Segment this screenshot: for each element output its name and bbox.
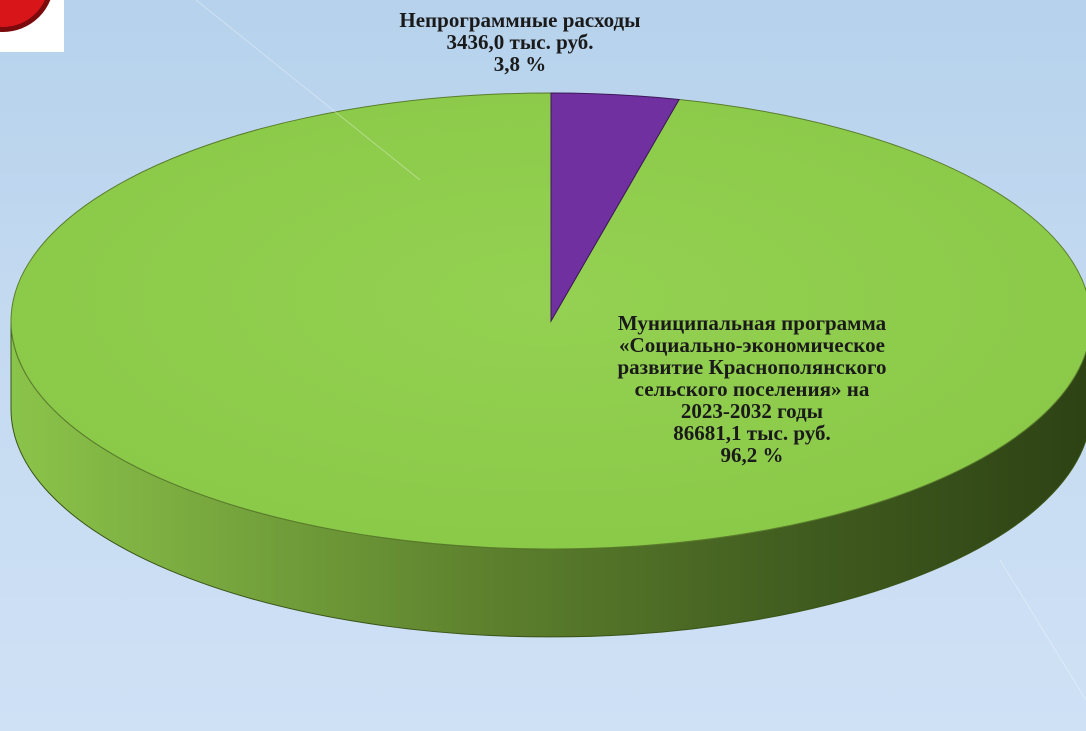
pie-slice-0 [10, 92, 1086, 550]
slice-name-line: развитие Краснополянского [617, 355, 887, 379]
slice-label-program: Муниципальная программа «Социально-эконо… [548, 312, 956, 466]
slice-name: Непрограммные расходы [399, 8, 641, 32]
slice-value: 3436,0 тыс. руб. [446, 30, 594, 54]
slice-name-line: «Социально-экономическое [619, 333, 885, 357]
slice-name-line: сельского поселения» на [634, 377, 870, 401]
slice-percent: 3,8 % [493, 52, 547, 76]
corner-logo-badge [0, 0, 64, 52]
slice-label-nonprogram: Непрограммные расходы 3436,0 тыс. руб. 3… [300, 9, 740, 75]
pie-slice-1 [550, 92, 680, 323]
slice-name-line: Муниципальная программа [617, 311, 887, 335]
slice-percent: 96,2 % [720, 443, 784, 467]
slice-value: 86681,1 тыс. руб. [673, 421, 831, 445]
slice-name-line: 2023-2032 годы [680, 399, 824, 423]
